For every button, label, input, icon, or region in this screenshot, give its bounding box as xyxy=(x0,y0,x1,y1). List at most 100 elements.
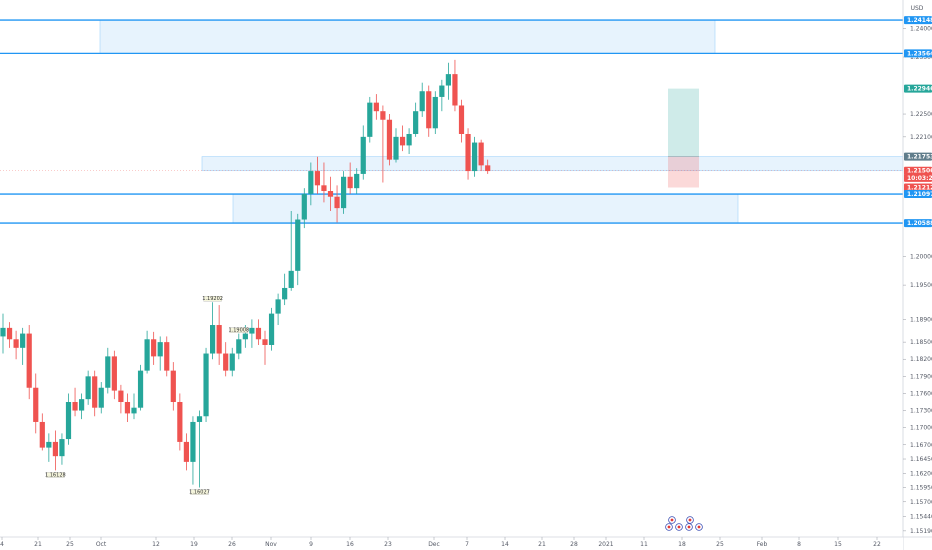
candle-body[interactable] xyxy=(196,416,203,422)
candle-body[interactable] xyxy=(386,119,393,160)
candle-body[interactable] xyxy=(347,176,353,189)
candle-body[interactable] xyxy=(210,325,216,354)
candle-body[interactable] xyxy=(177,402,183,442)
candle-body[interactable] xyxy=(275,299,281,314)
candle-body[interactable] xyxy=(223,353,229,371)
candle-body[interactable] xyxy=(314,171,320,186)
candle-body[interactable] xyxy=(485,165,491,172)
price-tag-entry[interactable]: 1.21753 xyxy=(904,152,932,161)
candle-body[interactable] xyxy=(268,313,275,345)
candle-body[interactable] xyxy=(262,339,268,345)
candle-body[interactable] xyxy=(144,339,150,371)
price-tag-target[interactable]: 1.22946 xyxy=(904,84,932,93)
candle-body[interactable] xyxy=(131,407,137,414)
position-stop-zone[interactable] xyxy=(668,156,699,188)
candle-body[interactable] xyxy=(334,196,340,209)
candle-body[interactable] xyxy=(249,327,255,334)
candle-body[interactable] xyxy=(157,342,163,357)
candle-body[interactable] xyxy=(360,136,366,174)
candle-body[interactable] xyxy=(13,339,19,348)
candle-body[interactable] xyxy=(65,402,72,440)
candle-body[interactable] xyxy=(59,439,65,457)
candle-body[interactable] xyxy=(373,102,379,112)
candle-body[interactable] xyxy=(124,402,131,414)
price-tag-timer[interactable]: 10:03:23 xyxy=(904,173,932,182)
economic-event-icon[interactable] xyxy=(675,523,683,531)
candle-body[interactable] xyxy=(327,191,334,197)
price-tag-current[interactable]: 1.21506 xyxy=(904,166,932,175)
candle-body[interactable] xyxy=(203,353,209,417)
candle-body[interactable] xyxy=(242,333,248,340)
economic-event-icon[interactable] xyxy=(665,523,673,531)
candle-body[interactable] xyxy=(341,176,347,209)
price-tag-stop[interactable]: 1.21212 xyxy=(904,183,932,192)
candle-body[interactable] xyxy=(393,136,399,160)
candle-body[interactable] xyxy=(458,105,465,134)
candle-body[interactable] xyxy=(406,134,412,146)
economic-event-icon[interactable] xyxy=(686,516,694,524)
candle-body[interactable] xyxy=(282,287,288,300)
candle-body[interactable] xyxy=(20,333,26,348)
candle-body[interactable] xyxy=(380,111,386,120)
position-target-zone[interactable] xyxy=(668,88,699,157)
position-tool[interactable] xyxy=(668,88,699,188)
candle-body[interactable] xyxy=(79,399,85,411)
price-axis[interactable]: USD 1.24000 1.23500 1.22500 1.22100 1.20000 1.… xyxy=(902,0,932,550)
candle-body[interactable] xyxy=(367,102,373,137)
candle-body[interactable] xyxy=(295,219,301,271)
time-axis[interactable]: 4 21 25 Oct 12 19 26 Nov 9 16 23 Dec 7 14 21 28 2021 11 18… xyxy=(0,536,932,550)
candle-body[interactable] xyxy=(105,356,111,388)
candle-body[interactable] xyxy=(111,356,117,391)
candle-body[interactable] xyxy=(426,91,432,129)
candle-body[interactable] xyxy=(118,390,124,402)
candle-body[interactable] xyxy=(26,333,32,388)
candle-body[interactable] xyxy=(432,96,438,129)
economic-event-icon[interactable] xyxy=(695,523,703,531)
economic-event-icon[interactable] xyxy=(668,516,676,524)
candle-body[interactable] xyxy=(170,370,176,402)
candle-body[interactable] xyxy=(354,173,360,189)
candle-body[interactable] xyxy=(216,325,222,354)
candle-body[interactable] xyxy=(39,421,45,448)
candle-body[interactable] xyxy=(321,185,327,192)
economic-events[interactable] xyxy=(665,516,703,531)
candle-body[interactable] xyxy=(92,376,98,408)
candle-body[interactable] xyxy=(183,441,189,462)
price-tag-level[interactable]: 1.20588 xyxy=(904,219,932,228)
economic-event-icon[interactable] xyxy=(685,523,693,531)
candle-body[interactable] xyxy=(478,142,484,166)
price-tag-level[interactable]: 1.23564 xyxy=(904,49,932,58)
candle-body[interactable] xyxy=(33,387,39,422)
candle-body[interactable] xyxy=(413,111,419,134)
candle-body[interactable] xyxy=(46,441,52,448)
candle-body[interactable] xyxy=(151,339,157,357)
candle-body[interactable] xyxy=(255,327,262,340)
candle-body[interactable] xyxy=(52,441,58,457)
zone-rect[interactable] xyxy=(232,193,739,224)
price-tag-level[interactable]: 1.21097 xyxy=(904,190,932,199)
candle-body[interactable] xyxy=(445,74,451,86)
candle-body[interactable] xyxy=(439,85,445,97)
candle-body[interactable] xyxy=(308,171,314,194)
candle-body[interactable] xyxy=(399,136,406,146)
candle-body[interactable] xyxy=(190,421,196,462)
candle-body[interactable] xyxy=(137,370,144,408)
candle-body[interactable] xyxy=(236,339,242,354)
price-tag-level[interactable]: 1.24148 xyxy=(904,16,932,25)
zone-rect[interactable] xyxy=(201,156,904,172)
candle-body[interactable] xyxy=(6,327,13,340)
candle-body[interactable] xyxy=(0,327,6,337)
zone-rect[interactable] xyxy=(99,19,716,54)
candle-body[interactable] xyxy=(98,387,104,408)
candle-body[interactable] xyxy=(465,134,471,172)
candle-body[interactable] xyxy=(472,142,478,172)
candle-body[interactable] xyxy=(452,74,458,106)
candle-body[interactable] xyxy=(164,342,170,371)
candle-body[interactable] xyxy=(229,353,235,371)
candle-body[interactable] xyxy=(85,376,91,400)
candle-body[interactable] xyxy=(288,270,294,288)
candle-body[interactable] xyxy=(419,91,425,112)
candle-body[interactable] xyxy=(301,193,307,220)
candle-body[interactable] xyxy=(72,402,78,411)
